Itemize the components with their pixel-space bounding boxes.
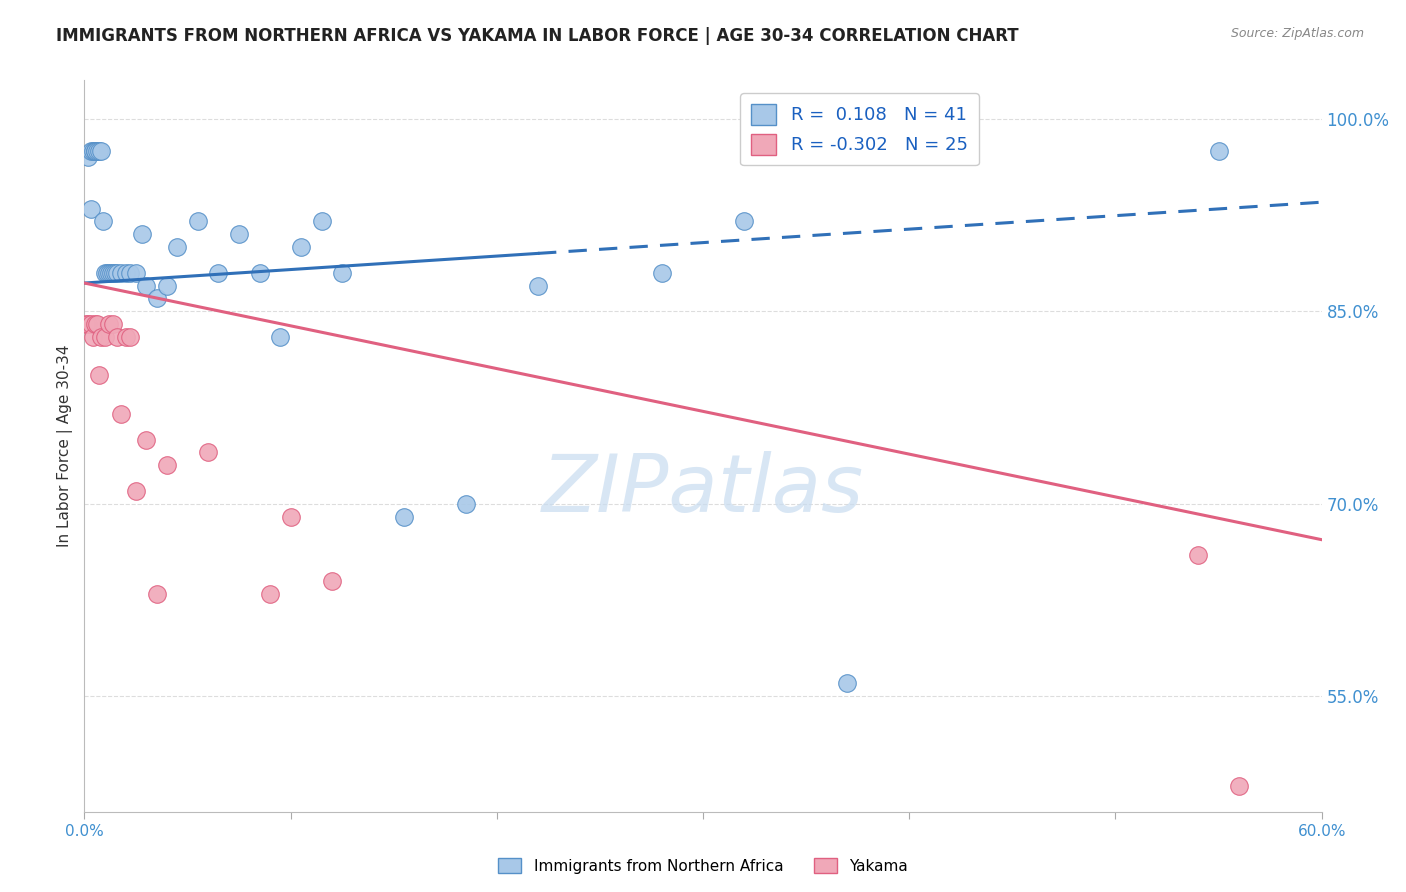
Point (197, 445, 219, 459)
Point (392, 509, 415, 524)
Point (118, 330, 141, 344)
Y-axis label: In Labor Force | Age 30-34: In Labor Force | Age 30-34 (58, 344, 73, 548)
Legend: R =  0.108   N = 41, R = -0.302   N = 25: R = 0.108 N = 41, R = -0.302 N = 25 (740, 93, 979, 165)
Point (454, 497, 477, 511)
Point (125, 483, 148, 498)
Point (87, 144, 110, 158)
Text: Source: ZipAtlas.com: Source: ZipAtlas.com (1230, 27, 1364, 40)
Point (75, 317, 97, 331)
Point (83, 144, 105, 158)
Point (86, 317, 108, 331)
Point (280, 509, 302, 524)
Point (98, 266, 121, 280)
Text: ZIPatlas: ZIPatlas (541, 450, 865, 529)
Point (83, 144, 105, 158)
Point (82, 144, 104, 158)
Text: IMMIGRANTS FROM NORTHERN AFRICA VS YAKAMA IN LABOR FORCE | AGE 30-34 CORRELATION: IMMIGRANTS FROM NORTHERN AFRICA VS YAKAM… (56, 27, 1019, 45)
Point (166, 240, 188, 254)
Point (651, 266, 673, 280)
Point (733, 214, 755, 228)
Point (98, 317, 121, 331)
Point (125, 266, 148, 280)
Point (207, 266, 229, 280)
Point (105, 330, 128, 344)
Point (90, 144, 112, 158)
Point (79, 144, 101, 158)
Point (527, 278, 550, 293)
Point (1227, 779, 1250, 793)
Point (311, 214, 333, 228)
Legend: Immigrants from Northern Africa, Yakama: Immigrants from Northern Africa, Yakama (492, 852, 914, 880)
Point (114, 330, 136, 344)
Point (94, 330, 117, 344)
Point (90, 330, 112, 344)
Point (135, 278, 157, 293)
Point (118, 266, 141, 280)
Point (91, 214, 114, 228)
Point (187, 214, 209, 228)
Point (290, 240, 312, 254)
Point (79, 317, 101, 331)
Point (156, 458, 179, 473)
Point (321, 574, 343, 588)
Point (1187, 548, 1209, 562)
Point (145, 292, 167, 306)
Point (79, 202, 101, 216)
Point (156, 278, 179, 293)
Point (105, 266, 128, 280)
Point (77, 150, 100, 164)
Point (228, 227, 250, 242)
Point (110, 266, 132, 280)
Point (94, 266, 117, 280)
Point (259, 586, 281, 600)
Point (86, 144, 108, 158)
Point (110, 407, 132, 421)
Point (330, 266, 353, 280)
Point (87, 368, 110, 383)
Point (1208, 144, 1230, 158)
Point (145, 586, 167, 600)
Point (103, 317, 125, 331)
Point (82, 330, 104, 344)
Point (96, 266, 118, 280)
Point (269, 330, 291, 344)
Point (103, 266, 125, 280)
Point (131, 227, 153, 242)
Point (100, 266, 122, 280)
Point (837, 676, 859, 690)
Point (114, 266, 136, 280)
Point (104, 266, 127, 280)
Point (83, 317, 105, 331)
Point (249, 266, 271, 280)
Point (77, 317, 100, 331)
Point (135, 433, 157, 447)
